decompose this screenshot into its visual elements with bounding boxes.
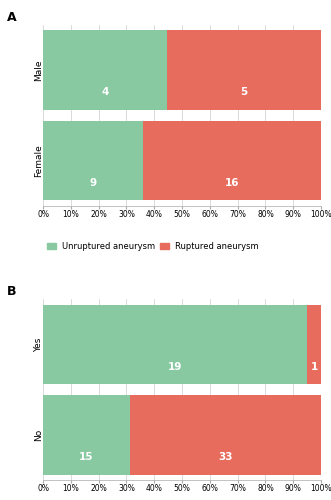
- Bar: [43, 395, 130, 474]
- Bar: [43, 305, 307, 384]
- Text: B: B: [7, 285, 17, 298]
- Text: 9: 9: [89, 178, 97, 188]
- Text: A: A: [7, 10, 17, 24]
- Bar: [307, 305, 321, 384]
- Bar: [43, 120, 143, 200]
- Bar: [130, 395, 321, 474]
- Text: 1: 1: [310, 362, 318, 372]
- Text: 4: 4: [101, 88, 109, 98]
- Text: 5: 5: [240, 88, 248, 98]
- Text: 15: 15: [79, 452, 94, 462]
- Text: 19: 19: [168, 362, 182, 372]
- Legend: Unruptured aneurysm, Ruptured aneurysm: Unruptured aneurysm, Ruptured aneurysm: [47, 242, 259, 251]
- Bar: [166, 30, 321, 110]
- Bar: [43, 30, 166, 110]
- Text: 33: 33: [218, 452, 233, 462]
- Bar: [143, 120, 321, 200]
- Text: 16: 16: [225, 178, 239, 188]
